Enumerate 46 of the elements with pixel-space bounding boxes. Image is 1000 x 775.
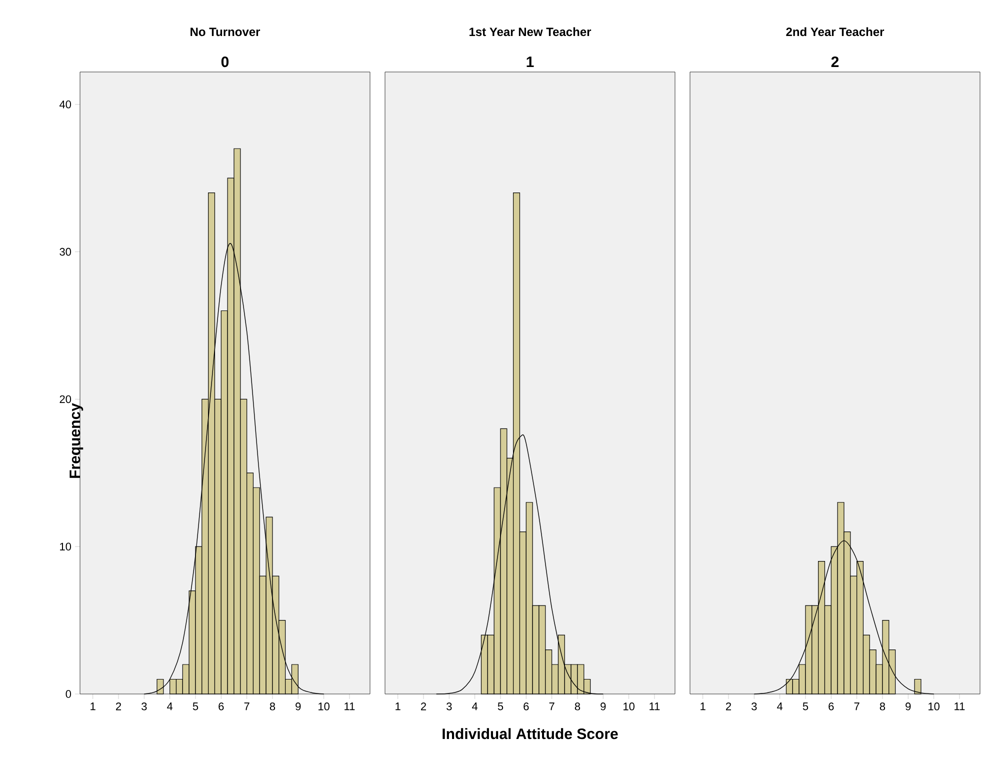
x-tick-label: 11	[650, 702, 660, 710]
x-tick-label: 2	[726, 702, 732, 710]
chart-subtitle: 2	[831, 56, 839, 67]
chart-subtitle: 0	[221, 56, 229, 68]
x-axis-title: Individual Attitude Score	[442, 728, 618, 740]
x-tick-label: 10	[928, 702, 940, 710]
y-tick-label: 20	[60, 395, 72, 404]
x-tick-label: 4	[777, 702, 783, 710]
x-tick-label: 5	[802, 702, 808, 710]
x-tick-label: 6	[828, 702, 834, 710]
x-tick-label: 11	[954, 702, 965, 710]
x-tick-label: 9	[296, 702, 301, 710]
x-tick-label: 2	[116, 702, 122, 710]
x-tick-label: 5	[192, 702, 198, 710]
x-tick-label: 5	[498, 702, 504, 710]
x-tick-label: 3	[446, 702, 452, 710]
chart-title: No Turnover	[190, 28, 260, 36]
y-tick-label: 10	[60, 542, 72, 550]
x-tick-label: 4	[472, 702, 478, 710]
x-tick-label: 3	[142, 702, 147, 710]
x-tick-label: 11	[344, 702, 355, 710]
chart-title: 2nd Year Teacher	[786, 27, 884, 36]
x-tick-label: 9	[600, 702, 606, 710]
x-tick-label: 8	[270, 702, 276, 710]
chart-title: 1st Year New Teacher	[470, 27, 592, 36]
x-tick-label: 7	[244, 702, 250, 710]
x-tick-label: 1	[90, 702, 96, 710]
y-tick-label: 0	[66, 690, 72, 698]
x-tick-label: 9	[906, 702, 911, 710]
x-tick-label: 10	[318, 702, 330, 710]
y-tick-label: 30	[60, 248, 72, 256]
x-tick-label: 6	[218, 702, 224, 710]
x-tick-label: 3	[752, 702, 757, 710]
x-tick-label: 8	[880, 702, 886, 710]
x-tick-label: 7	[854, 702, 860, 710]
x-tick-label: 10	[624, 702, 634, 710]
x-tick-label: 1	[396, 702, 400, 710]
x-tick-label: 8	[574, 702, 580, 710]
x-tick-label: 1	[700, 702, 706, 710]
x-tick-label: 7	[549, 702, 554, 710]
chart-subtitle: 1	[526, 56, 534, 67]
y-axis-title: Frequency	[70, 403, 84, 478]
x-tick-label: 2	[420, 702, 426, 710]
x-tick-label: 4	[167, 702, 173, 710]
x-tick-label: 6	[524, 702, 529, 710]
y-tick-label: 40	[59, 100, 72, 108]
